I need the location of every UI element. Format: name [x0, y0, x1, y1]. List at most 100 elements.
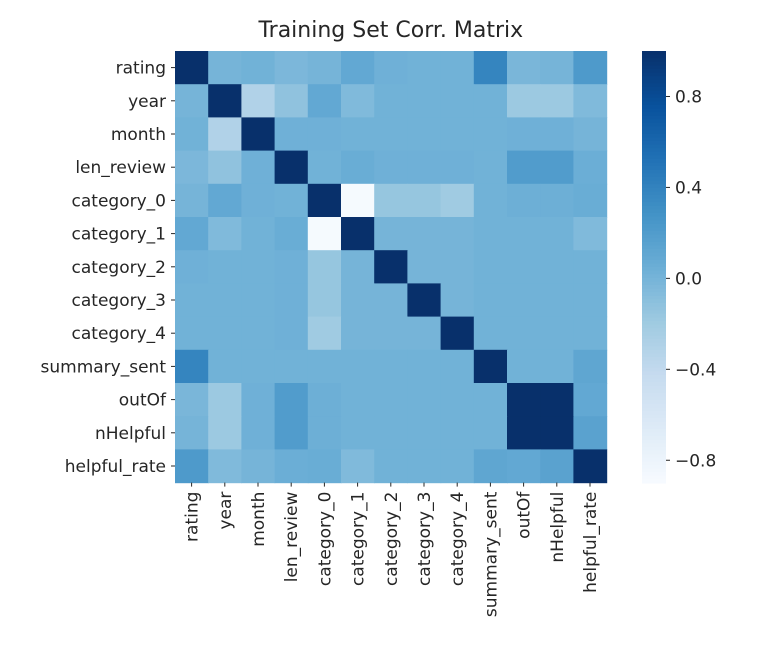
- heatmap-cell: [274, 283, 309, 318]
- heatmap-cell: [374, 449, 408, 484]
- colorbar-segment: [642, 209, 666, 214]
- heatmap-cell: [440, 183, 475, 218]
- colorbar-segment: [642, 385, 666, 390]
- heatmap-cell: [208, 283, 242, 318]
- colorbar-segment: [642, 425, 666, 430]
- heatmap-cell: [473, 383, 508, 417]
- colorbar-segment: [642, 468, 666, 473]
- colorbar-segment: [642, 411, 666, 416]
- colorbar-segment: [642, 472, 666, 477]
- heatmap-cell: [307, 217, 342, 251]
- column-labels: rating year month len_review category_0 categ…: [183, 482, 601, 617]
- colorbar-segment: [642, 141, 666, 146]
- column-label: outOf: [515, 491, 535, 539]
- heatmap-cell: [540, 316, 574, 351]
- heatmap-cell: [175, 283, 209, 318]
- heatmap-cell: [540, 250, 574, 284]
- column-label: category_4: [448, 492, 468, 586]
- colorbar-segment: [642, 249, 666, 254]
- colorbar-segment: [642, 169, 666, 174]
- colorbar: 0.8 0.4 0.0 −0.4 −0.8: [642, 51, 716, 484]
- colorbar-segment: [642, 277, 666, 282]
- heatmap-cell: [374, 84, 408, 118]
- heatmap-cell: [175, 416, 209, 450]
- heatmap-cell: [175, 383, 209, 417]
- colorbar-segment: [642, 259, 666, 264]
- colorbar-segment: [642, 177, 666, 182]
- heatmap-cell: [374, 51, 408, 85]
- heatmap-cell: [507, 283, 541, 318]
- heatmap-cell: [440, 383, 475, 417]
- heatmap-cell: [175, 250, 209, 284]
- colorbar-segment: [642, 371, 666, 376]
- colorbar-segment: [642, 367, 666, 372]
- heatmap-cell: [274, 383, 309, 417]
- colorbar-segment: [642, 191, 666, 196]
- heatmap-cell: [407, 150, 442, 185]
- heatmap-cell: [241, 183, 276, 218]
- heatmap-cell: [573, 449, 608, 484]
- heatmap-cell: [274, 84, 309, 118]
- heatmap-cell: [540, 183, 574, 218]
- colorbar-segment: [642, 303, 666, 308]
- heatmap-cell: [440, 217, 475, 251]
- heatmap-cell: [473, 283, 508, 318]
- colorbar-segment: [642, 112, 666, 117]
- heatmap-cell: [241, 250, 276, 284]
- colorbar-segment: [642, 353, 666, 358]
- heatmap-cell: [440, 51, 475, 85]
- heatmap-cell: [407, 51, 442, 85]
- heatmap-cell: [507, 250, 541, 284]
- colorbar-segment: [642, 65, 666, 70]
- heatmap-cell: [241, 117, 276, 152]
- colorbar-segment: [642, 115, 666, 120]
- colorbar-segment: [642, 123, 666, 128]
- row-label: category_3: [72, 291, 166, 311]
- heatmap-cell: [540, 449, 574, 484]
- heatmap-cell: [407, 316, 442, 351]
- heatmap-cell: [341, 84, 375, 118]
- colorbar-segment: [642, 97, 666, 102]
- colorbar-segment: [642, 396, 666, 401]
- heatmap-cell: [573, 316, 608, 351]
- heatmap-cell: [573, 183, 608, 218]
- colorbar-segment: [642, 349, 666, 354]
- heatmap-cell: [341, 316, 375, 351]
- heatmap-cell: [241, 383, 276, 417]
- colorbar-segment: [642, 87, 666, 92]
- heatmap-cell: [175, 150, 209, 185]
- colorbar-segment: [642, 465, 666, 470]
- colorbar-segment: [642, 54, 666, 59]
- colorbar-segment: [642, 439, 666, 444]
- colorbar-segment: [642, 69, 666, 74]
- heatmap-cell: [175, 349, 209, 384]
- colorbar-segment: [642, 331, 666, 336]
- colorbar-segment: [642, 447, 666, 452]
- heatmap-cell: [573, 349, 608, 384]
- heatmap-cell: [274, 349, 309, 384]
- colorbar-segment: [642, 79, 666, 84]
- colorbar-segment: [642, 223, 666, 228]
- colorbar-segment: [642, 263, 666, 268]
- colorbar-segment: [642, 216, 666, 221]
- colorbar-tick-label: 0.0: [675, 269, 702, 289]
- colorbar-segment: [642, 317, 666, 322]
- heatmap-cell: [374, 283, 408, 318]
- colorbar-segment: [642, 58, 666, 63]
- heatmap-cell: [440, 150, 475, 185]
- heatmap-cell: [473, 183, 508, 218]
- heatmap-cell: [507, 416, 541, 450]
- colorbar-segment: [642, 346, 666, 351]
- heatmap-cell: [274, 449, 309, 484]
- heatmap-cell: [208, 217, 242, 251]
- heatmap-cell: [573, 84, 608, 118]
- heatmap-cell: [540, 416, 574, 450]
- colorbar-segment: [642, 292, 666, 297]
- colorbar-segment: [642, 90, 666, 95]
- colorbar-segment: [642, 360, 666, 365]
- heatmap-cell: [307, 383, 342, 417]
- heatmap-cell: [540, 51, 574, 85]
- colorbar-segment: [642, 414, 666, 419]
- colorbar-tick-label: 0.4: [675, 178, 702, 198]
